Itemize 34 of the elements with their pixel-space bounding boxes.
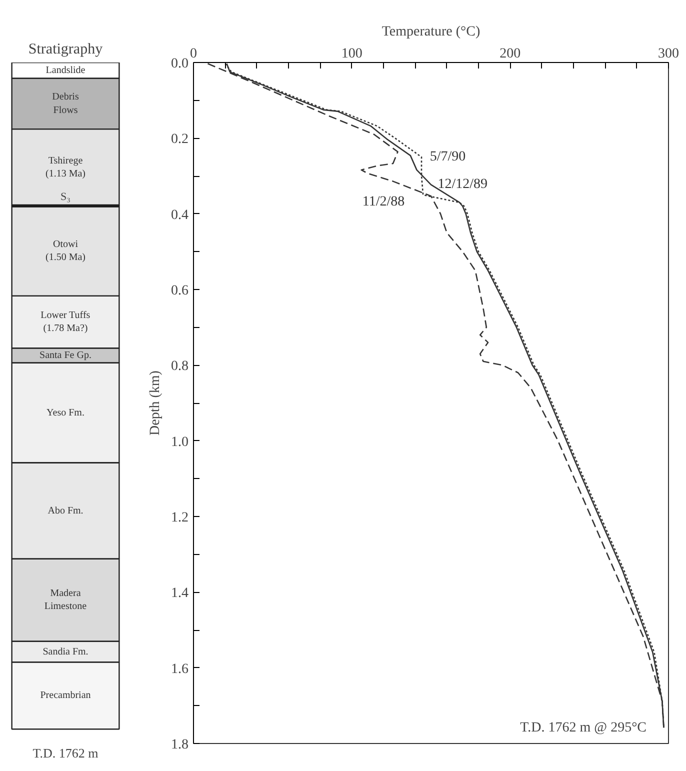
y-tick-label: 1.6 [171, 662, 188, 677]
series-label: Sandia Fm. [42, 646, 88, 658]
y-axis-title: Depth (km) [148, 370, 163, 436]
series-label: Abo Fm. [48, 505, 84, 516]
y-tick-label: 0.8 [171, 359, 188, 374]
series-label: Landslide [46, 64, 86, 76]
series-label: Santa Fe Gp. [40, 350, 92, 362]
y-tick-label: 1.2 [171, 510, 188, 526]
series-label: 5/7/90 [430, 150, 466, 165]
series-label: Yeso Fm. [46, 407, 84, 418]
y-tick-label: 0.0 [171, 56, 188, 72]
y-tick-label: 1.0 [171, 434, 188, 450]
chart-title: Stratigraphy [28, 42, 104, 58]
text: T.D. 1762 m [32, 746, 98, 760]
series-label: Tshirege (1.13 Ma) [46, 155, 86, 180]
y-tick-label: 1.8 [171, 738, 188, 752]
x-tick-label: 0 [190, 46, 197, 62]
y-tick-label: 0.6 [171, 284, 188, 298]
series-label: 12/12/89 [438, 177, 488, 192]
y-tick-label: 0.4 [171, 208, 188, 223]
x-tick-label: 300 [658, 46, 679, 62]
series-label: Madera Limestone [44, 588, 88, 612]
x-tick-label: 200 [500, 46, 521, 62]
x-tick-label: 100 [341, 46, 362, 62]
series-label: Otowi (1.50 Ma) [46, 238, 86, 264]
y-tick-label: 0.2 [171, 132, 188, 148]
y-tick-label: 1.4 [171, 586, 188, 602]
annotation: T.D. 1762 m @ 295°C [520, 720, 646, 736]
ref-line-label: S₃ [60, 190, 71, 203]
series-label: Lower Tuffs (1.78 Ma?) [40, 310, 90, 334]
series-label: Precambrian [40, 690, 91, 702]
series-label: Debris Flows [52, 92, 79, 116]
x-axis-title: Temperature (°C) [382, 24, 480, 40]
series-label: 11/2/88 [362, 194, 405, 210]
